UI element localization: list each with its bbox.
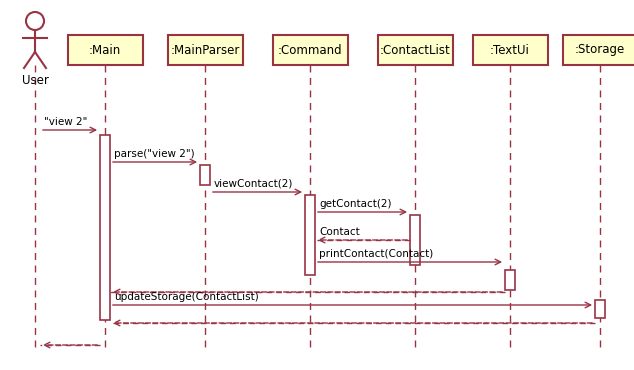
Text: parse("view 2"): parse("view 2") xyxy=(114,149,195,159)
FancyBboxPatch shape xyxy=(505,270,515,290)
FancyBboxPatch shape xyxy=(67,35,143,65)
FancyBboxPatch shape xyxy=(200,165,210,185)
FancyBboxPatch shape xyxy=(100,135,110,320)
Text: :Main: :Main xyxy=(89,44,121,57)
FancyBboxPatch shape xyxy=(410,215,420,265)
FancyBboxPatch shape xyxy=(305,195,315,275)
Text: :Storage: :Storage xyxy=(575,44,625,57)
Text: :ContactList: :ContactList xyxy=(380,44,450,57)
FancyBboxPatch shape xyxy=(167,35,242,65)
Text: updateStorage(ContactList): updateStorage(ContactList) xyxy=(114,292,259,302)
FancyBboxPatch shape xyxy=(377,35,453,65)
Text: Contact: Contact xyxy=(319,227,359,237)
FancyBboxPatch shape xyxy=(273,35,347,65)
Text: getContact(2): getContact(2) xyxy=(319,199,392,209)
Text: :TextUi: :TextUi xyxy=(490,44,530,57)
Text: "view 2": "view 2" xyxy=(44,117,87,127)
FancyBboxPatch shape xyxy=(595,300,605,318)
Text: :MainParser: :MainParser xyxy=(171,44,240,57)
Text: User: User xyxy=(22,74,48,87)
FancyBboxPatch shape xyxy=(562,35,634,65)
FancyBboxPatch shape xyxy=(472,35,548,65)
Text: printContact(Contact): printContact(Contact) xyxy=(319,249,433,259)
Text: viewContact(2): viewContact(2) xyxy=(214,179,294,189)
Text: :Command: :Command xyxy=(278,44,342,57)
